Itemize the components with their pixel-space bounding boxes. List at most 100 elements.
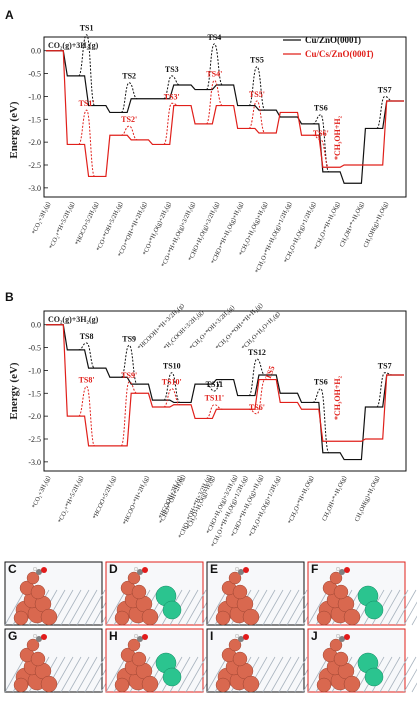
legend-label-series2: Cu/Cs/ZnO(0001̄) (305, 49, 374, 59)
ts-curve (120, 344, 138, 385)
ts-curve (120, 82, 138, 113)
ts-curve (376, 372, 393, 408)
c-atom (36, 636, 42, 642)
panel-b-initial-label: CO₂(g)+3H₂(g) (48, 315, 99, 324)
structure-j: J (307, 628, 417, 693)
o-atom (243, 567, 249, 573)
state-label: CH₃OH+*+H₂O(g) (321, 475, 348, 522)
cu-atom (215, 677, 231, 693)
annotation-ts5: TS5 (263, 365, 276, 381)
ts-label: TS6' (249, 403, 265, 412)
state-label: *CO₂+*H+5/2H₂(g) (57, 475, 85, 524)
y-tick-label: -2.5 (28, 161, 41, 170)
ts-label: TS12 (248, 348, 266, 357)
c-atom (339, 569, 345, 575)
ts-curve (163, 75, 180, 100)
slab-bond (278, 589, 300, 626)
panel-a-series: TS1 TS2 TS3 TS4 TS5 TS6 TS7 TS1' TS2' TS3' TS4' TS5… (46, 24, 404, 184)
cu-atom (228, 638, 242, 652)
ts-curve (248, 358, 266, 397)
o-atom (344, 634, 350, 640)
panel-a-letter: A (5, 8, 14, 22)
ts-curve (312, 114, 330, 173)
structure-g: G (4, 628, 130, 693)
series-line-2 (46, 324, 404, 447)
slab-bond (262, 589, 284, 626)
cu-atom (30, 584, 46, 600)
panel-b-ylabel: Energy (eV) (8, 362, 20, 419)
cu-atom (215, 610, 231, 626)
h-atom (336, 634, 341, 639)
cu-atom (329, 571, 343, 585)
ts-label: TS9 (122, 334, 136, 343)
o-atom (344, 567, 350, 573)
cu-atom (228, 571, 242, 585)
c-atom (137, 569, 143, 575)
cu-atom (30, 651, 46, 667)
o-atom (243, 634, 249, 640)
slab-bond (177, 589, 199, 626)
y-tick-label: -3.0 (28, 184, 41, 193)
cu-atom (13, 677, 29, 693)
panel-a-ylabel: Energy (eV) (8, 101, 20, 158)
h-atom (33, 634, 38, 639)
cu-atom (242, 608, 260, 626)
slab-bond (411, 615, 417, 626)
cu-atom (114, 677, 130, 693)
y-tick-label: -2.0 (28, 138, 41, 147)
slab-bond (278, 656, 300, 693)
panel-a-frame (43, 36, 407, 198)
cu-atom (333, 584, 349, 600)
ts-label: TS6 (314, 104, 328, 113)
series-line-1 (46, 50, 404, 184)
cs-atom (162, 667, 182, 687)
structure-panels: C D E F G H I J (4, 561, 417, 693)
structure-letter: D (109, 562, 118, 576)
h-atom (234, 634, 239, 639)
structure-d: D (105, 561, 231, 626)
structure-e: E (206, 561, 332, 626)
y-tick-label: -1.0 (28, 92, 41, 101)
cu-atom (114, 610, 130, 626)
ts-curve (248, 100, 266, 134)
cu-atom (333, 651, 349, 667)
slab-bond (68, 589, 90, 626)
h-atom (234, 567, 239, 572)
slab-bond (84, 589, 106, 626)
ts-curve (248, 66, 266, 111)
ts-label: TS10 (163, 362, 181, 371)
panel-b-frame (43, 310, 407, 472)
ts-label: TS8 (80, 332, 94, 341)
o-atom (41, 634, 47, 640)
cu-atom (131, 651, 147, 667)
state-label-red: *CHO+*OH+2H₂(g) (158, 474, 187, 525)
cu-atom (26, 638, 40, 652)
ts-label: TS6 (314, 378, 328, 387)
slab-bond (185, 589, 207, 626)
ts-curve (78, 109, 96, 177)
ts-label: TS3 (165, 65, 179, 74)
ts-label: TS2' (121, 115, 137, 124)
ts-label: TS7 (378, 362, 392, 371)
slab-bond (395, 589, 417, 626)
state-label: *CO₂+3H₂(g) (31, 475, 52, 510)
panel-a-axis: 0.0 -0.5 -1.0 -1.5 -2.0 -2.5 -3.0 (28, 47, 48, 193)
c-atom (238, 636, 244, 642)
state-label: *HCOO+5/2H₂(g) (92, 475, 118, 520)
slab-bond (76, 589, 98, 626)
structure-letter: G (8, 629, 17, 643)
structure-letter: H (109, 629, 118, 643)
structure-letter: C (8, 562, 17, 576)
ts-label: TS11 (206, 380, 223, 389)
ts-label: TS3' (164, 92, 180, 101)
panel-a-initial-label: CO₂(g)+3H₂(g) (48, 41, 99, 50)
legend: Cu/ZnO(0001̄) Cu/Cs/ZnO(0001̄) (283, 35, 374, 59)
structure-letter: F (311, 562, 318, 576)
y-tick-label: -2.0 (28, 412, 41, 421)
y-tick-label: -0.5 (28, 344, 41, 353)
state-label: *CH₃O+*H+H₂O(g) (287, 475, 315, 525)
cu-atom (232, 584, 248, 600)
c-atom (137, 636, 143, 642)
ts-label: TS4' (206, 69, 222, 78)
slab-bond (387, 589, 409, 626)
